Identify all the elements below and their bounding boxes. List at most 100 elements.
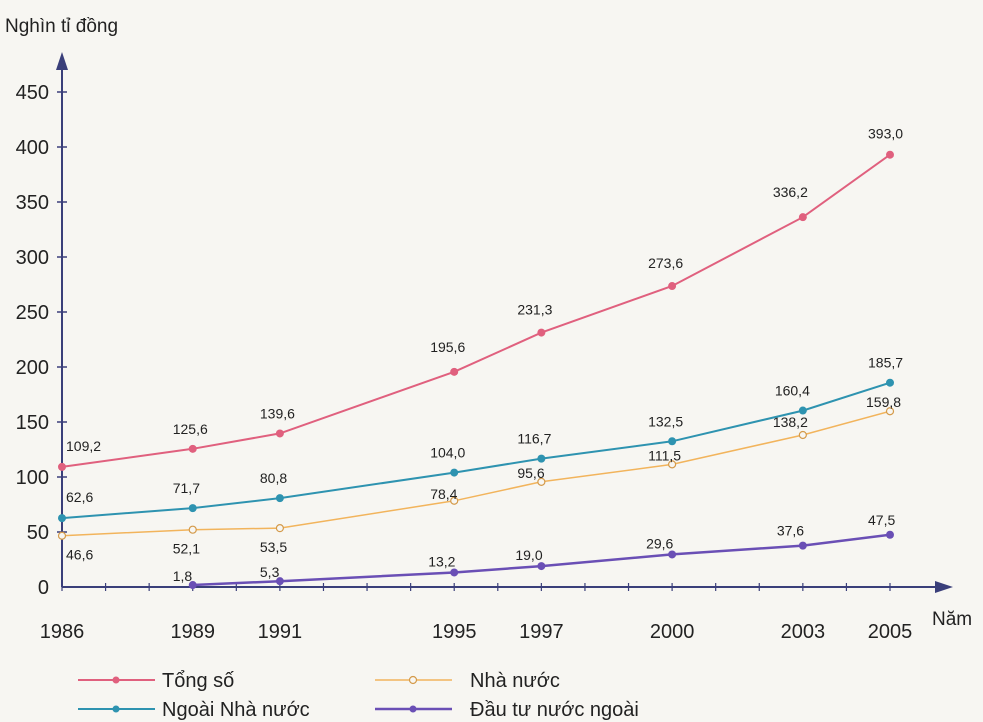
data-point [886, 530, 894, 539]
data-point [798, 406, 807, 415]
data-label: 95,6 [517, 465, 544, 481]
data-label: 116,7 [517, 431, 551, 447]
data-point [798, 430, 807, 440]
x-tick-label: 2003 [781, 621, 826, 643]
data-label: 393,0 [868, 126, 903, 142]
data-point [275, 429, 284, 438]
data-point [537, 477, 546, 486]
legend-marker-dau-tu-nuoc-ngoai [409, 705, 417, 713]
data-point [275, 577, 284, 586]
data-label: 195,6 [430, 339, 465, 355]
data-point [886, 150, 894, 159]
data-label: 13,2 [428, 553, 455, 569]
data-label: 62,6 [66, 489, 93, 505]
data-point [275, 524, 284, 533]
data-point [275, 494, 284, 503]
y-tick-label: 400 [16, 137, 49, 159]
x-tick-label: 1997 [519, 621, 564, 643]
legend-label-ngoai-nha-nuoc: Ngoài Nhà nước [162, 699, 310, 721]
y-tick-label: 0 [38, 577, 49, 599]
data-label: 138,2 [773, 414, 808, 430]
y-tick-label: 200 [16, 357, 49, 379]
data-point [450, 568, 459, 577]
series-layer: 109,2 125,6 139,6 195,6 231,3 273,6 336,2 393,0… [57, 126, 903, 590]
data-point [798, 213, 807, 222]
data-label: 71,7 [173, 480, 200, 496]
data-label: 29,6 [646, 535, 673, 551]
data-label: 160,4 [775, 383, 810, 399]
data-label: 336,2 [773, 184, 808, 200]
legend-marker-ngoai-nha-nuoc [112, 705, 120, 713]
y-axis-arrow [56, 52, 68, 70]
x-axis-title: Năm [932, 609, 972, 630]
y-tick-label: 50 [27, 522, 49, 544]
legend-marker-tong-so [112, 676, 120, 684]
data-label: 80,8 [260, 470, 287, 486]
data-label: 273,6 [648, 255, 683, 271]
axes: Nghìn tỉ đồng Năm [5, 16, 972, 630]
data-label: 53,5 [260, 539, 287, 555]
x-tick-label: 1991 [258, 621, 303, 643]
data-point [58, 462, 66, 471]
legend: Tổng số Nhà nước Ngoài Nhà nước Đầu tư n… [78, 670, 639, 721]
data-point [58, 514, 66, 523]
y-tick-label: 350 [16, 192, 49, 214]
data-label: 185,7 [868, 355, 903, 371]
data-label: 52,1 [173, 541, 200, 557]
data-label: 37,6 [777, 523, 804, 539]
legend-label-dau-tu-nuoc-ngoai: Đầu tư nước ngoài [470, 699, 639, 721]
y-tick-label: 300 [16, 247, 49, 269]
data-label: 132,5 [648, 413, 683, 429]
data-point [188, 525, 197, 534]
y-tick-label: 150 [16, 412, 49, 434]
data-point [537, 562, 546, 571]
y-ticks: 0 50 100 150 200 250 300 350 400 450 [16, 82, 67, 599]
data-point [188, 444, 197, 453]
data-point [537, 454, 546, 463]
x-tick-label: 1995 [432, 621, 477, 643]
x-tick-label: 1986 [40, 621, 85, 643]
data-label: 109,2 [66, 438, 101, 454]
data-label: 139,6 [260, 405, 295, 421]
series-line [61, 153, 891, 468]
data-point [668, 437, 677, 446]
x-axis-arrow [935, 581, 953, 593]
data-point [798, 541, 807, 550]
data-point [885, 407, 895, 416]
y-tick-label: 250 [16, 302, 49, 324]
y-tick-label: 450 [16, 82, 49, 104]
data-label: 1,8 [173, 568, 193, 584]
legend-label-tong-so: Tổng số [162, 670, 234, 692]
series-line [61, 381, 891, 520]
y-axis-title: Nghìn tỉ đồng [5, 16, 118, 37]
data-point [57, 531, 67, 540]
data-point [668, 550, 677, 559]
data-point [668, 460, 677, 469]
data-label: 78,4 [430, 486, 457, 502]
data-point [450, 367, 459, 376]
data-label: 111,5 [648, 447, 681, 463]
x-tick-label: 2000 [650, 621, 695, 643]
data-point [886, 378, 894, 387]
data-point [668, 282, 677, 291]
data-label: 47,5 [868, 512, 895, 528]
data-point [450, 468, 459, 477]
data-point [450, 496, 459, 505]
data-label: 5,3 [260, 564, 280, 580]
data-label: 159,8 [866, 394, 901, 410]
y-tick-label: 100 [16, 467, 49, 489]
data-point [188, 581, 197, 590]
legend-marker-nha-nuoc [408, 675, 418, 685]
data-label: 231,3 [517, 302, 552, 318]
x-tick-label: 2005 [868, 621, 913, 643]
data-label: 46,6 [66, 547, 93, 563]
data-point [188, 504, 197, 513]
data-label: 125,6 [173, 421, 208, 437]
data-label: 104,0 [430, 445, 465, 461]
data-label: 19,0 [515, 547, 542, 563]
data-point [537, 328, 546, 337]
x-tick-label: 1989 [170, 621, 215, 643]
series-line [61, 410, 891, 537]
x-ticks: 1986 1989 1991 1995 1997 2000 2003 2005 [40, 583, 913, 643]
